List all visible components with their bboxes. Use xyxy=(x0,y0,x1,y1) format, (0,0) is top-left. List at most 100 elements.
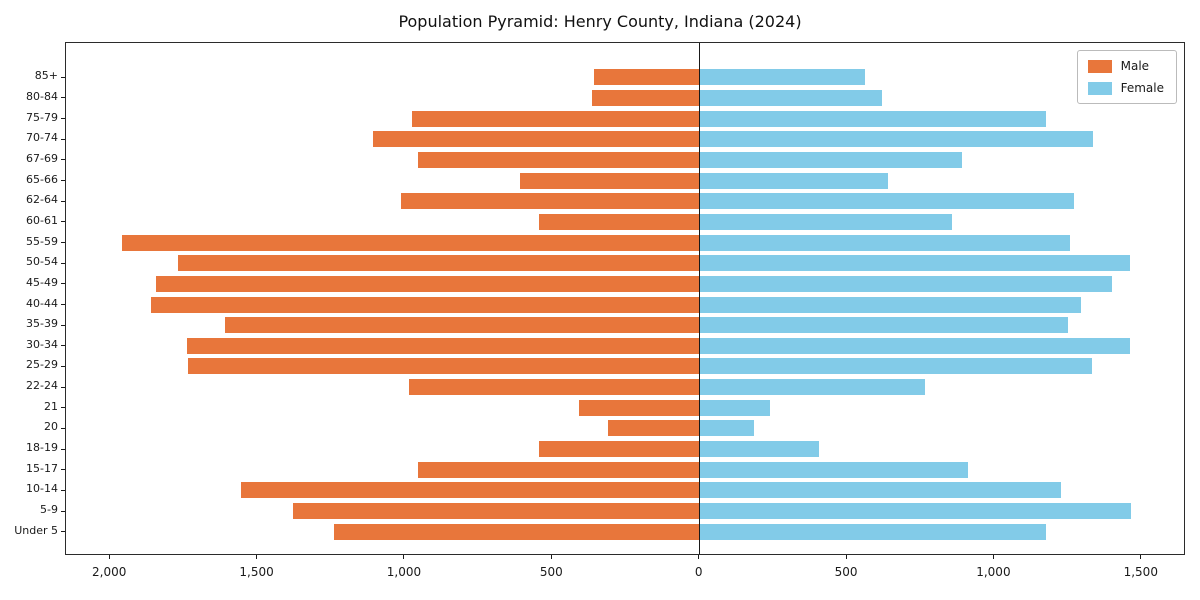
y-axis-label-25-29: 25-29 xyxy=(26,358,58,372)
x-tick-label: 500 xyxy=(539,565,563,579)
male-bar-15-17 xyxy=(418,461,700,478)
y-axis-label-22-24: 22-24 xyxy=(26,379,58,393)
y-axis-label-62-64: 62-64 xyxy=(26,193,58,207)
female-bar-35-39 xyxy=(699,317,1069,334)
male-bar-22-24 xyxy=(409,379,700,396)
female-bar-20 xyxy=(699,420,755,437)
male-bar-20 xyxy=(608,420,700,437)
x-tick-mark xyxy=(698,555,700,559)
male-bar-75-79 xyxy=(412,110,700,127)
y-tick-mark xyxy=(61,427,65,429)
y-axis-label-under-5: Under 5 xyxy=(14,523,58,537)
legend-label-female: Female xyxy=(1120,81,1164,95)
female-bar-50-54 xyxy=(699,255,1130,272)
y-axis-label-60-61: 60-61 xyxy=(26,213,58,227)
y-tick-mark xyxy=(61,407,65,409)
male-legend-swatch xyxy=(1087,59,1112,73)
y-axis-label-45-49: 45-49 xyxy=(26,275,58,289)
female-bar-85+ xyxy=(699,69,865,86)
y-tick-mark xyxy=(61,345,65,347)
y-tick-mark xyxy=(61,304,65,305)
female-legend-swatch xyxy=(1087,81,1112,95)
male-bar-85+ xyxy=(593,69,700,86)
female-bar-10-14 xyxy=(699,482,1061,499)
male-bar-25-29 xyxy=(188,358,700,375)
y-axis-labels: 85+ 80-84 75-79 70-74 67-69 65-66 62-64 60-61 55… xyxy=(0,42,58,555)
y-axis-label-30-34: 30-34 xyxy=(26,337,58,351)
male-bar-18-19 xyxy=(539,441,700,458)
x-tick-label: 1,000 xyxy=(976,565,1011,579)
male-bar-70-74 xyxy=(372,131,700,148)
legend-item-male: Male xyxy=(1087,59,1164,73)
y-tick-mark xyxy=(61,159,65,161)
female-bar-80-84 xyxy=(699,89,883,106)
y-tick-mark xyxy=(61,180,65,182)
male-bar-67-69 xyxy=(418,151,700,168)
legend-item-female: Female xyxy=(1087,81,1164,95)
x-tick-label: 1,500 xyxy=(1123,565,1158,579)
male-bar-under-5 xyxy=(334,523,700,540)
y-tick-mark xyxy=(61,324,65,326)
y-axis-label-20: 20 xyxy=(44,420,58,434)
chart-title: Population Pyramid: Henry County, Indian… xyxy=(398,12,802,31)
x-tick-mark xyxy=(256,555,258,559)
female-bar-65-66 xyxy=(699,172,889,189)
y-tick-mark xyxy=(61,386,65,388)
y-axis-label-35-39: 35-39 xyxy=(26,317,58,331)
y-axis-label-85+: 85+ xyxy=(34,69,58,83)
y-axis-label-18-19: 18-19 xyxy=(26,441,58,455)
female-bar-18-19 xyxy=(699,441,820,458)
female-bar-5-9 xyxy=(699,503,1132,520)
y-axis-label-55-59: 55-59 xyxy=(26,234,58,248)
male-bar-5-9 xyxy=(292,503,700,520)
x-tick-label: 0 xyxy=(694,565,703,579)
male-bar-10-14 xyxy=(241,482,700,499)
male-bar-40-44 xyxy=(151,296,700,313)
bars-layer xyxy=(66,43,1184,554)
female-bar-15-17 xyxy=(699,461,968,478)
x-axis: 2,000 1,500 1,000 500 0 500 1,000 1,500 xyxy=(65,555,1185,595)
y-tick-mark xyxy=(61,365,65,367)
y-axis-label-70-74: 70-74 xyxy=(26,131,58,145)
plot-area: Male Female xyxy=(61,42,1185,555)
male-bar-45-49 xyxy=(155,275,700,292)
male-bar-55-59 xyxy=(122,234,700,251)
x-tick-label: 1,500 xyxy=(239,565,274,579)
y-axis-label-67-69: 67-69 xyxy=(26,151,58,165)
female-bar-62-64 xyxy=(699,193,1074,210)
y-axis-label-15-17: 15-17 xyxy=(26,461,58,475)
male-bar-35-39 xyxy=(225,317,700,334)
y-tick-mark xyxy=(61,138,65,140)
male-bar-62-64 xyxy=(400,193,700,210)
x-tick-label: 500 xyxy=(834,565,858,579)
female-bar-30-34 xyxy=(699,337,1130,354)
y-tick-mark xyxy=(61,118,65,120)
y-axis-label-5-9: 5-9 xyxy=(40,503,58,517)
female-bar-55-59 xyxy=(699,234,1070,251)
x-tick-mark xyxy=(403,555,405,559)
x-tick-mark xyxy=(845,555,847,559)
male-bar-65-66 xyxy=(519,172,700,189)
x-tick-label: 2,000 xyxy=(92,565,127,579)
y-tick-mark xyxy=(61,469,65,471)
x-tick-mark xyxy=(1140,555,1142,559)
y-tick-mark xyxy=(61,200,65,202)
female-bar-under-5 xyxy=(699,523,1046,540)
y-axis-label-50-54: 50-54 xyxy=(26,255,58,269)
y-axis-label-80-84: 80-84 xyxy=(26,89,58,103)
y-tick-mark xyxy=(61,283,65,285)
x-tick-label: 1,000 xyxy=(386,565,422,579)
female-bar-70-74 xyxy=(699,131,1094,148)
female-bar-40-44 xyxy=(699,296,1082,313)
female-bar-75-79 xyxy=(699,110,1046,127)
y-axis-label-65-66: 65-66 xyxy=(26,172,58,186)
male-bar-30-34 xyxy=(186,337,700,354)
female-bar-60-61 xyxy=(699,213,952,230)
y-axis-label-40-44: 40-44 xyxy=(26,296,58,310)
y-tick-mark xyxy=(61,489,65,491)
y-tick-mark xyxy=(61,510,65,512)
male-bar-60-61 xyxy=(539,213,700,230)
male-bar-50-54 xyxy=(178,255,700,272)
male-bar-21 xyxy=(578,399,700,416)
